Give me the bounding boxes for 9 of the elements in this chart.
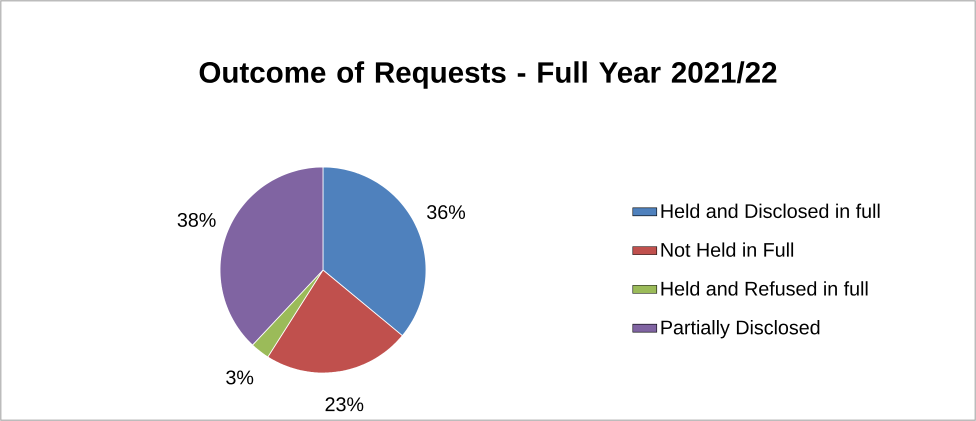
legend-label: Not Held in Full xyxy=(661,242,794,257)
data-label: 36% xyxy=(427,205,466,220)
data-label: 3% xyxy=(226,370,254,384)
chart-title: Outcome of Requests - Full Year 2021/22 xyxy=(200,61,776,89)
legend-label: Held and Disclosed in full xyxy=(661,204,880,218)
data-label: 23% xyxy=(326,397,364,412)
data-label: 38% xyxy=(178,212,216,227)
legend-label: Held and Refused in full xyxy=(661,281,868,296)
legend-label: Partially Disclosed xyxy=(661,320,820,338)
